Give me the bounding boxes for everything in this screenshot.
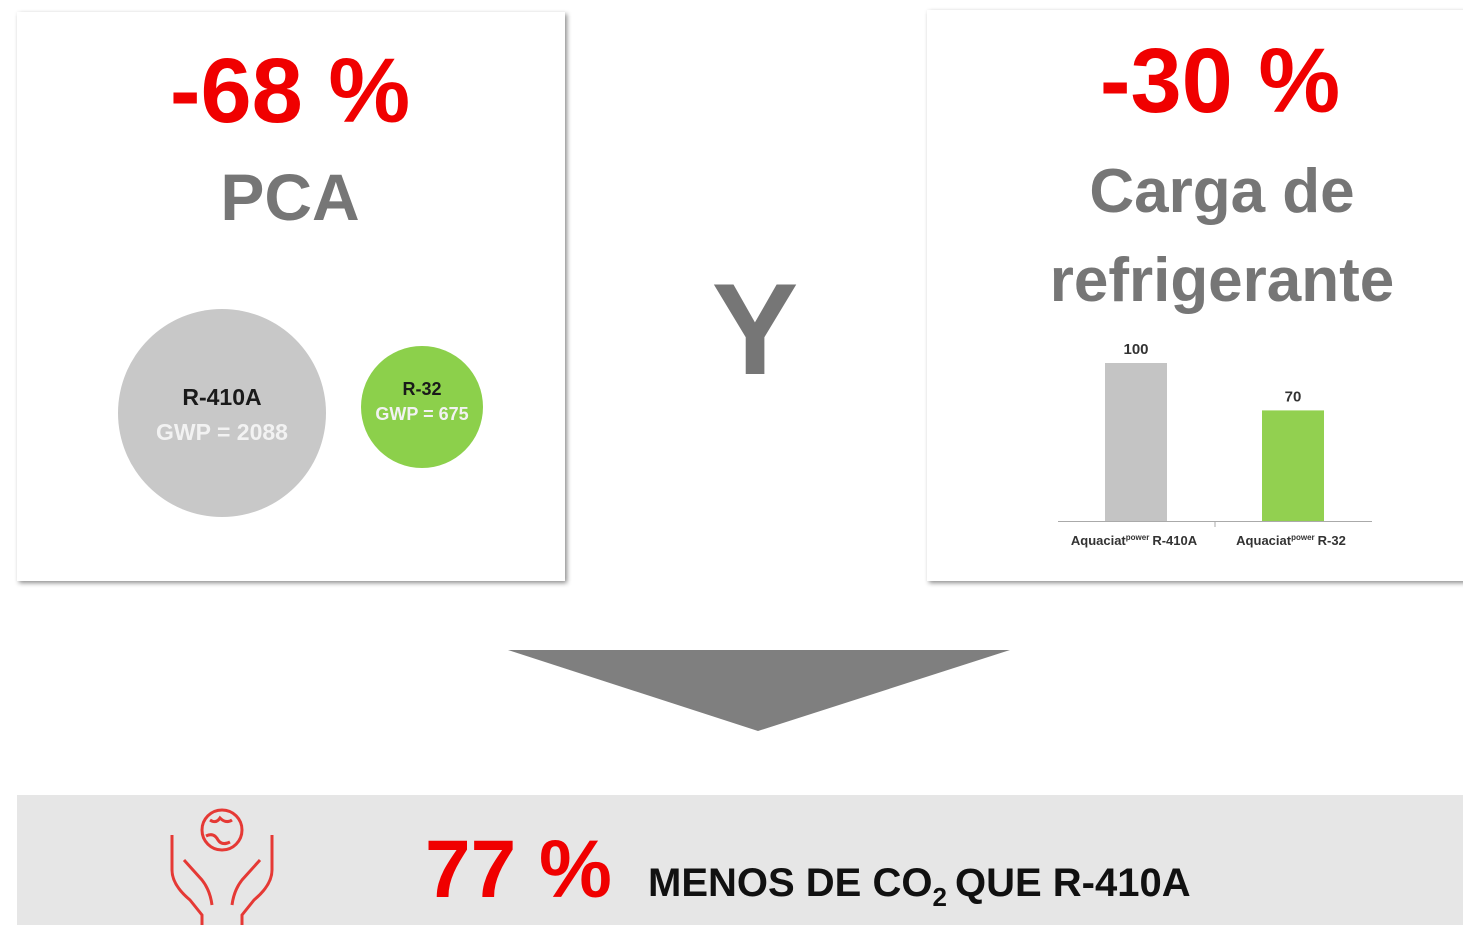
- category-part: R-410A: [1152, 533, 1197, 548]
- circle-r410a: [118, 309, 326, 517]
- category-part: Aquaciat: [1236, 533, 1292, 548]
- circle-name: R-410A: [182, 384, 261, 410]
- left-percent: -68 %: [170, 40, 410, 142]
- circle-label: GWP = 2088: [156, 419, 288, 445]
- category-part: R-32: [1318, 533, 1346, 548]
- text: QUE R-410A: [955, 861, 1191, 905]
- subscript: 2: [932, 882, 946, 912]
- superscript: power: [1126, 533, 1150, 542]
- earth-hands-icon: [170, 808, 274, 925]
- right-percent: -30 %: [1100, 30, 1340, 132]
- left-title: PCA: [220, 160, 359, 234]
- bar-value: 100: [1123, 341, 1148, 358]
- superscript: power: [1291, 533, 1315, 542]
- result-percent: 77 %: [425, 824, 612, 915]
- bar-category: Aquaciatpower R-410A: [1071, 533, 1198, 548]
- bar-category: Aquaciatpower R-32: [1236, 533, 1346, 548]
- text: MENOS DE CO: [648, 861, 932, 905]
- circle-r32: [361, 346, 483, 468]
- right-title: refrigerante: [1050, 246, 1395, 315]
- right-panel: [927, 10, 1463, 581]
- circle-name: R-32: [402, 379, 441, 399]
- category-part: Aquaciat: [1071, 533, 1127, 548]
- bar: [1105, 363, 1167, 521]
- bar: [1262, 410, 1324, 521]
- arrow: [508, 650, 1010, 731]
- bar-value: 70: [1285, 388, 1302, 405]
- result-text: MENOS DE CO2 QUE R-410A: [648, 861, 1191, 912]
- right-title: Carga de: [1089, 157, 1354, 226]
- circle-label: GWP = 675: [375, 404, 468, 424]
- connector: Y: [712, 256, 799, 402]
